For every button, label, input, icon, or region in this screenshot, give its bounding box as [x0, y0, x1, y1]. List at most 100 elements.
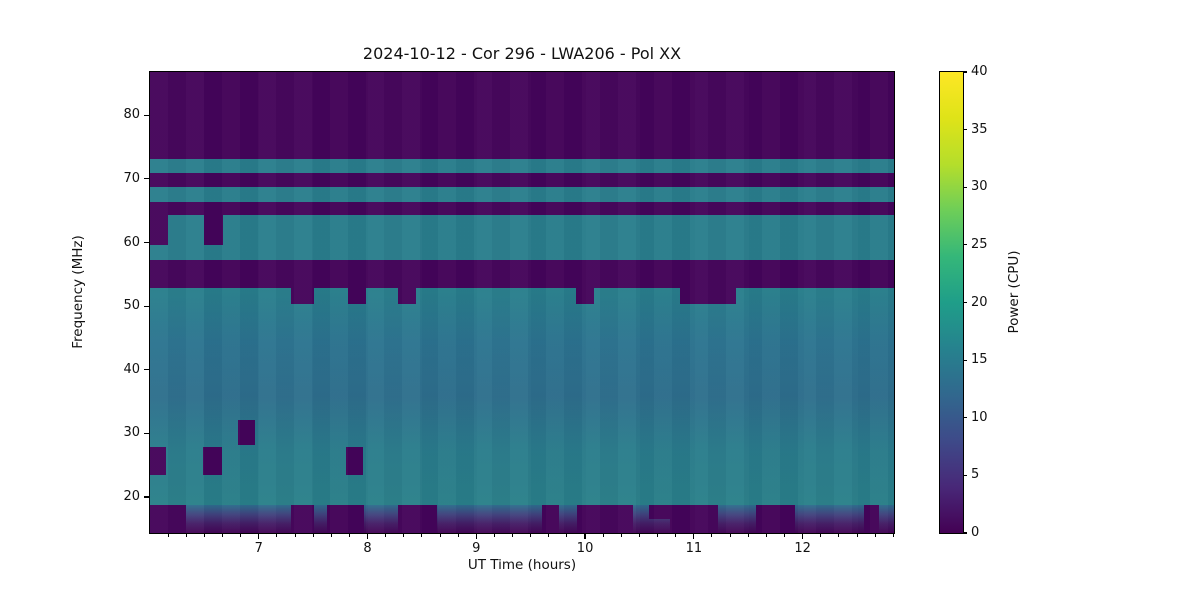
x-minor-tick	[784, 533, 785, 537]
freq-band	[150, 288, 894, 505]
x-tick-label: 7	[254, 541, 263, 556]
colorbar-tick-label: 5	[971, 467, 980, 483]
x-major-tick	[366, 533, 369, 539]
x-minor-tick	[312, 533, 314, 537]
x-tick-label: 10	[576, 541, 594, 556]
x-minor-tick	[675, 533, 677, 537]
rfi-flag-block	[679, 288, 737, 304]
colorbar-tick	[963, 301, 967, 304]
colorbar-tick-label: 15	[971, 352, 988, 368]
freq-band	[150, 186, 894, 202]
x-minor-tick	[620, 533, 622, 537]
freq-band	[150, 72, 894, 160]
x-tick-label: 12	[794, 541, 811, 556]
colorbar	[940, 72, 963, 533]
rfi-flag-block	[345, 446, 364, 475]
x-minor-tick	[240, 533, 242, 537]
rfi-flag-block	[204, 214, 223, 246]
colorbar-tick	[963, 244, 967, 246]
x-minor-tick	[729, 533, 731, 537]
colorbar-tick	[963, 417, 967, 419]
rfi-flag-block	[291, 504, 315, 533]
rfi-flag-block	[669, 504, 718, 533]
x-major-tick	[693, 533, 695, 539]
x-minor-tick	[530, 533, 532, 537]
y-tick-label: 80	[123, 107, 140, 123]
colorbar-tick-label: 20	[971, 294, 988, 310]
rfi-flag-block	[541, 504, 559, 533]
x-minor-tick	[167, 533, 169, 537]
rfi-flag-block	[150, 446, 167, 475]
rfi-flag-block	[577, 504, 633, 533]
colorbar-tick	[963, 129, 967, 131]
y-tick-label: 50	[123, 298, 140, 314]
y-tick-label: 30	[123, 425, 140, 441]
x-minor-tick	[566, 533, 568, 537]
x-major-tick	[258, 533, 260, 539]
colorbar-tick	[963, 474, 967, 476]
y-major-tick	[144, 496, 150, 498]
y-major-tick	[144, 241, 150, 244]
y-tick-label: 60	[123, 234, 140, 250]
x-minor-tick	[222, 533, 223, 537]
x-minor-tick	[657, 533, 659, 537]
rfi-flag-block	[327, 504, 365, 533]
x-tick-label: 11	[685, 541, 703, 556]
colorbar-tick	[963, 71, 967, 73]
colorbar-tick-label: 0	[971, 525, 980, 540]
x-minor-tick	[203, 533, 205, 537]
x-minor-tick	[185, 533, 187, 537]
rfi-flag-block	[150, 504, 186, 533]
y-major-tick	[144, 114, 150, 116]
x-minor-tick	[638, 533, 640, 537]
colorbar-tick-label: 35	[971, 121, 988, 137]
y-tick-label: 70	[123, 170, 140, 186]
y-major-tick	[144, 305, 150, 307]
x-major-tick	[584, 533, 586, 539]
rfi-flag-block	[398, 288, 417, 304]
colorbar-tick-label: 40	[971, 64, 988, 79]
colorbar-tick-label: 25	[971, 236, 988, 252]
colorbar-tick-label: 10	[971, 409, 988, 425]
y-major-tick	[144, 178, 150, 180]
rfi-flag-block	[347, 288, 367, 304]
x-minor-tick	[330, 533, 332, 537]
rfi-flag-block	[649, 504, 670, 519]
rfi-flag-block	[576, 288, 594, 304]
x-minor-tick	[421, 533, 423, 537]
x-minor-tick	[892, 533, 894, 537]
freq-band	[150, 172, 894, 187]
y-major-tick	[144, 432, 150, 434]
rfi-flag-block	[150, 214, 169, 246]
x-minor-tick	[348, 533, 350, 537]
colorbar-tick	[963, 186, 967, 188]
x-minor-tick	[711, 533, 713, 537]
y-tick-label: 20	[123, 489, 140, 505]
x-minor-tick	[276, 533, 278, 537]
colorbar-tick	[963, 532, 967, 534]
freq-band	[150, 214, 894, 260]
rfi-flag-block	[238, 420, 256, 445]
x-minor-tick	[493, 533, 495, 537]
rfi-flag-block	[755, 504, 796, 533]
colorbar-tick	[963, 359, 967, 361]
freq-band	[150, 259, 894, 289]
rfi-flag-block	[291, 288, 315, 304]
x-minor-tick	[403, 533, 405, 537]
x-minor-tick	[747, 533, 749, 537]
freq-band	[150, 201, 894, 215]
x-minor-tick	[294, 533, 296, 537]
x-minor-tick	[838, 533, 840, 537]
x-minor-tick	[765, 533, 767, 537]
x-minor-tick	[602, 533, 604, 537]
rfi-flag-block	[203, 446, 222, 475]
y-tick-label: 40	[123, 361, 140, 377]
chart-title: 2024-10-12 - Cor 296 - LWA206 - Pol XX	[362, 44, 682, 63]
rfi-flag-block	[863, 504, 879, 533]
x-minor-tick	[820, 533, 822, 537]
y-major-tick	[144, 369, 150, 371]
x-minor-tick	[856, 533, 858, 537]
x-minor-tick	[385, 533, 387, 537]
rfi-flag-block	[398, 504, 438, 533]
